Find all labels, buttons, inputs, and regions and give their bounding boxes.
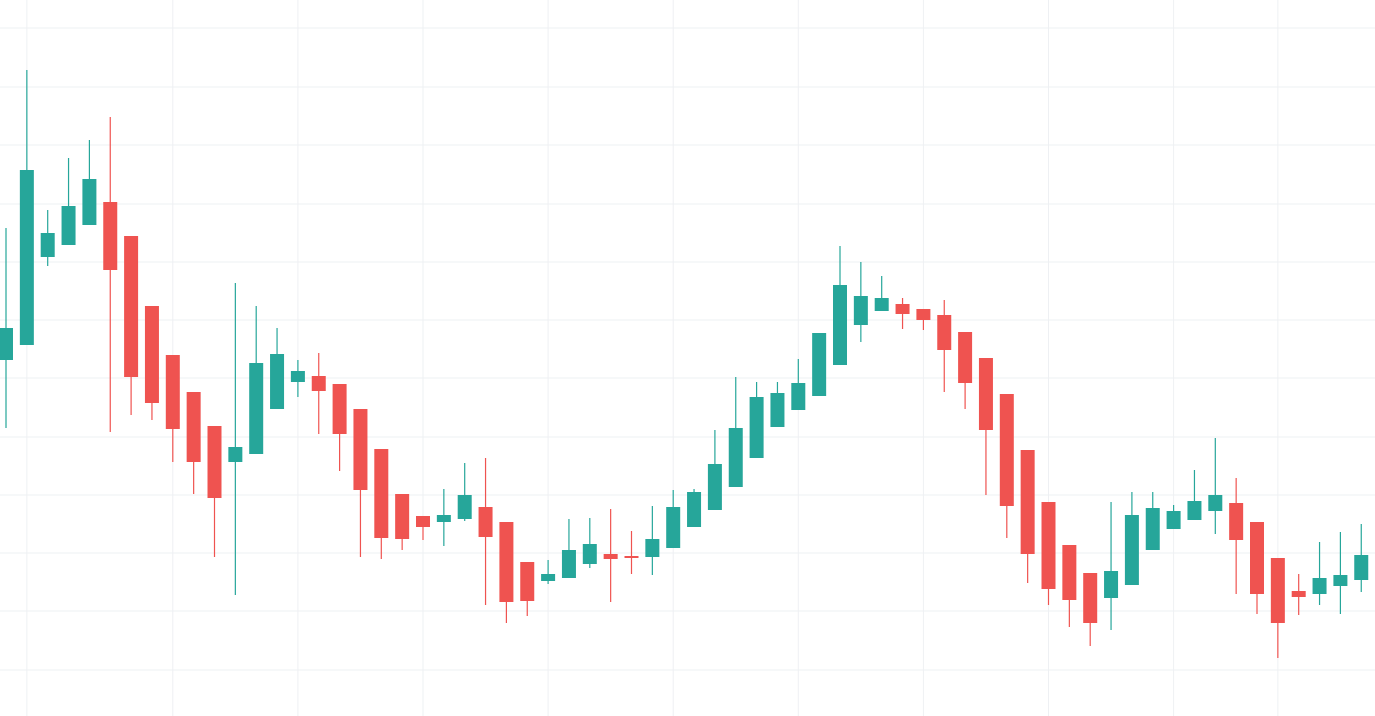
candle-body <box>853 296 868 325</box>
candle-body <box>1208 495 1223 511</box>
candle-body <box>19 170 34 345</box>
candle-body <box>1229 503 1244 540</box>
candle-body <box>270 354 285 409</box>
candle-body <box>812 333 827 396</box>
candle-body <box>374 449 389 538</box>
candle-body <box>395 494 410 539</box>
candle-body <box>186 392 201 462</box>
candle-body <box>666 507 681 548</box>
candle-body <box>124 236 139 377</box>
candle-body <box>1104 571 1119 598</box>
candle-body <box>436 515 451 522</box>
candle-body <box>541 574 556 581</box>
candle-body <box>1270 558 1285 623</box>
candle-body <box>728 428 743 487</box>
candle-body <box>520 562 535 601</box>
candle-body <box>478 507 493 537</box>
candle-body <box>707 464 722 510</box>
candle-body <box>624 556 639 558</box>
candle-body <box>1250 522 1264 594</box>
candle-body <box>207 426 222 498</box>
candle-body <box>1354 555 1369 580</box>
candle-body <box>791 383 806 410</box>
candle-body <box>645 539 660 557</box>
candle-body <box>1062 545 1077 600</box>
candle-body <box>416 516 430 527</box>
candle-body <box>874 298 889 311</box>
candle-body <box>749 397 764 458</box>
candle-body <box>290 371 305 382</box>
candle-body <box>0 328 13 360</box>
candle-body <box>603 554 618 559</box>
candle-body <box>40 233 55 257</box>
candle-body <box>332 384 347 434</box>
candle-body <box>1312 578 1327 594</box>
candle-body <box>1083 573 1098 623</box>
candle-body <box>1291 591 1306 597</box>
candle-body <box>144 306 159 403</box>
candle-body <box>561 550 576 578</box>
candle-body <box>499 522 514 602</box>
candle-body <box>1187 501 1202 520</box>
candle-body <box>687 492 702 527</box>
candle-body <box>833 285 847 365</box>
candle-body <box>1333 575 1348 586</box>
candle-body <box>228 447 243 462</box>
candle-body <box>1166 511 1181 529</box>
candle-body <box>978 358 993 430</box>
candle-body <box>916 309 931 320</box>
candle-body <box>103 202 118 270</box>
candle-body <box>249 363 264 454</box>
candle-body <box>1124 515 1139 585</box>
candle-body <box>958 332 973 383</box>
candle-body <box>1020 450 1035 554</box>
candle-body <box>895 304 910 314</box>
candle-body <box>457 495 472 519</box>
candle-body <box>311 376 326 391</box>
candle-body <box>1145 508 1160 550</box>
candle-body <box>165 355 180 429</box>
candle-body <box>937 315 952 350</box>
candle-body <box>999 394 1014 506</box>
candle-body <box>582 544 597 564</box>
candle-body <box>353 409 368 490</box>
candle-body <box>82 179 97 225</box>
candle-body <box>61 206 76 245</box>
candle-body <box>770 393 785 427</box>
candle-body <box>1041 502 1056 589</box>
